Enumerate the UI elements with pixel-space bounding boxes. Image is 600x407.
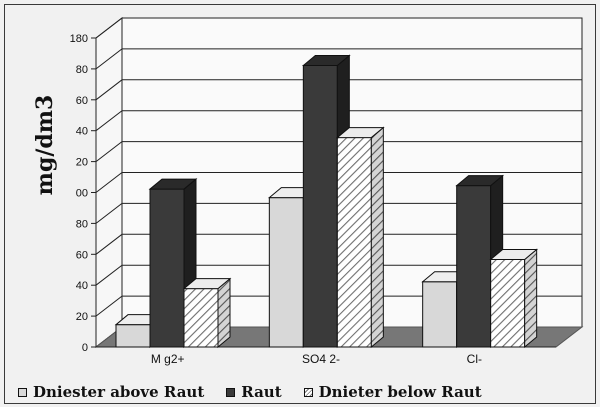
gridline <box>95 110 582 132</box>
bar-top <box>182 278 232 290</box>
bar-front <box>268 197 304 348</box>
bar-dnieter-below-raut <box>182 277 232 349</box>
gridline <box>95 141 582 162</box>
y-tick-label: 80 <box>76 64 88 76</box>
bar-top <box>301 54 351 66</box>
gridline <box>95 202 582 224</box>
bar-front <box>149 188 185 348</box>
x-category-label: SO4 2- <box>302 352 340 366</box>
legend-swatch-raut <box>226 387 236 397</box>
bar-dnieter-below-raut <box>489 248 539 349</box>
y-axis-title: mg/dm3 <box>32 95 58 196</box>
bar-front <box>490 258 526 348</box>
bar-top <box>489 248 539 260</box>
y-tick-label: 20 <box>76 311 88 323</box>
y-tick-label: 40 <box>76 126 88 138</box>
y-tick-label: 60 <box>76 95 88 107</box>
gridline <box>95 17 582 39</box>
gridline <box>95 264 582 286</box>
legend-label-raut: Raut <box>241 383 282 401</box>
bar-top <box>335 127 385 139</box>
x-category-label: Cl- <box>467 352 482 366</box>
legend-item-dnieter-below-raut: Dnieter below Raut <box>303 383 482 401</box>
bar-top <box>148 178 198 190</box>
gridline <box>95 48 582 70</box>
legend-swatch-dnieter-below-raut <box>303 387 313 397</box>
bar-dnieter-below-raut <box>335 126 385 349</box>
bar-front <box>115 324 151 348</box>
bar-front <box>456 185 492 348</box>
bar-top <box>455 175 505 187</box>
gridline <box>95 233 582 255</box>
legend-label-dniester-above-raut: Dniester above Raut <box>33 383 205 401</box>
legend-item-raut: Raut <box>226 383 282 401</box>
gridline <box>95 172 582 193</box>
y-tick-label: 80 <box>76 218 88 230</box>
y-tick-label: 40 <box>76 280 88 292</box>
y-tick-label: 60 <box>76 249 88 261</box>
x-category-label: M g2+ <box>151 352 185 366</box>
bar-side <box>524 248 538 349</box>
y-tick-label: 0 <box>82 342 88 354</box>
bar-front <box>336 137 372 348</box>
gridline <box>95 79 582 101</box>
legend-item-dniester-above-raut: Dniester above Raut <box>18 383 204 401</box>
bar-side <box>217 277 231 349</box>
legend-swatch-dniester-above-raut <box>18 387 27 397</box>
y-tick-label: 20 <box>76 157 88 169</box>
bar-side <box>370 126 384 349</box>
bar-front <box>302 64 338 348</box>
legend-label-dnieter-below-raut: Dnieter below Raut <box>318 383 482 401</box>
bar-front <box>183 288 219 348</box>
y-tick-label: 180 <box>70 33 88 45</box>
bar-front <box>422 281 458 348</box>
y-tick-label: 00 <box>76 188 88 200</box>
legend: Dniester above Raut Raut Dnieter below R… <box>18 383 504 401</box>
